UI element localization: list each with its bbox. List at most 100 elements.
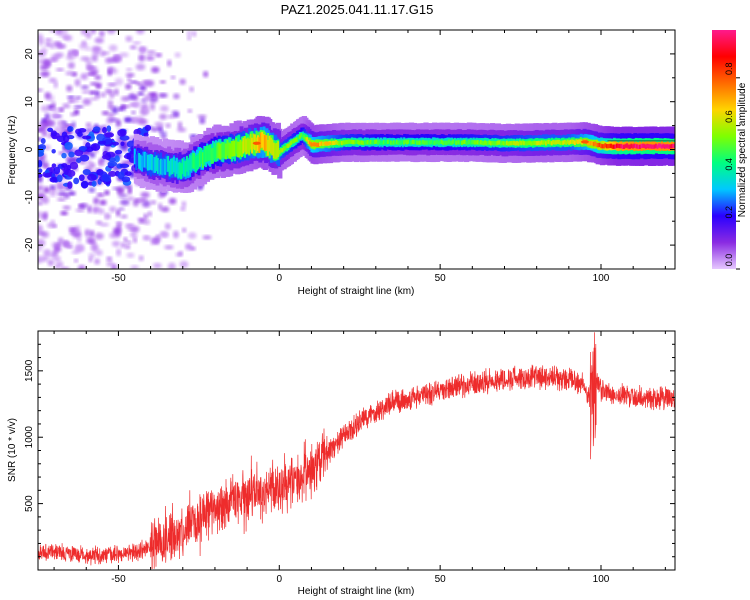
noise-blob — [67, 245, 73, 249]
noise-blob — [57, 191, 68, 196]
noise-blob — [38, 201, 43, 206]
ridge-cell — [183, 160, 186, 177]
ridge-cell — [605, 144, 608, 149]
ridge-cell — [394, 140, 397, 146]
noise-blob — [140, 197, 147, 202]
noise-blob — [75, 208, 85, 212]
noise-blob — [173, 230, 179, 239]
ridge-cell — [501, 140, 504, 146]
noise-blob — [78, 42, 89, 50]
noise-blob — [72, 230, 82, 239]
ridge-cell — [542, 140, 545, 145]
ridge-cell — [210, 148, 213, 164]
ridge-cell — [491, 140, 494, 146]
ridge-cell — [291, 139, 294, 144]
ridge-cell — [178, 161, 181, 178]
noise-blob — [167, 59, 172, 67]
noise-blob — [62, 134, 70, 143]
ridge-cell — [220, 142, 223, 159]
ridge-cell — [536, 141, 539, 146]
ridge-cell — [233, 140, 236, 157]
ridge-cell — [133, 148, 136, 165]
noise-blob — [53, 245, 62, 253]
y-tick-label: 500 — [24, 495, 35, 512]
noise-blob — [85, 47, 92, 51]
noise-blob — [49, 192, 57, 197]
ridge-cell — [240, 141, 243, 158]
noise-blob — [114, 149, 123, 155]
ridge-cell — [382, 140, 385, 145]
y-tick-label: 20 — [24, 48, 35, 60]
noise-blob — [82, 203, 89, 207]
ridge-cell — [297, 136, 300, 141]
ridge-cell — [552, 139, 555, 145]
ridge-cell — [230, 140, 233, 157]
ridge-cell — [167, 155, 170, 172]
ridge-cell — [504, 141, 507, 146]
noise-blob — [181, 201, 187, 208]
noise-blob — [141, 80, 149, 86]
noise-blob — [80, 180, 89, 189]
ridge-cell — [497, 140, 500, 145]
noise-blob — [154, 121, 164, 128]
ridge-cell — [368, 140, 371, 145]
ridge-cell — [430, 139, 433, 145]
ridge-cell — [617, 143, 620, 149]
ridge-cell — [656, 144, 659, 149]
noise-blob — [93, 197, 100, 205]
ridge-cell — [349, 139, 352, 144]
ridge-cell — [243, 136, 246, 152]
ridge-cell — [462, 139, 465, 145]
colorbar-tick-label: 0.0 — [724, 254, 734, 267]
noise-blob — [187, 109, 193, 113]
noise-blob — [116, 248, 122, 257]
noise-blob — [126, 252, 135, 258]
noise-blob — [107, 99, 114, 108]
ridge-cell — [301, 134, 304, 139]
snr-axes: -50 0 50 100 500 1000 1500 — [24, 330, 675, 585]
noise-blob — [45, 42, 52, 47]
snr-series-line — [38, 332, 675, 570]
ridge-cell — [633, 143, 636, 148]
noise-blob — [67, 95, 76, 99]
ridge-cell — [673, 144, 675, 149]
ridge-cell — [401, 139, 404, 144]
noise-blob — [51, 101, 56, 110]
colorbar-tick-label: 0.2 — [724, 206, 734, 219]
noise-blob — [65, 71, 74, 76]
noise-blob — [71, 250, 80, 255]
noise-blob — [125, 35, 133, 42]
ridge-cell — [472, 140, 475, 145]
colorbar-gradient — [712, 30, 736, 269]
noise-blob — [135, 63, 146, 71]
ridge-cell — [630, 143, 633, 148]
ridge-cell — [553, 140, 556, 145]
noise-blob — [88, 187, 96, 193]
noise-blob — [40, 231, 50, 238]
noise-blob — [192, 30, 197, 37]
ridge-cell — [524, 141, 527, 146]
ridge-cell — [408, 139, 411, 145]
noise-blob — [180, 206, 186, 211]
spectrogram-panel: -50 0 50 100 -20 -10 0 10 20 Height of straight … — [7, 29, 676, 297]
ridge-cell — [500, 141, 503, 146]
ridge-cell — [516, 140, 518, 146]
noise-blob — [130, 80, 139, 84]
noise-blob — [64, 193, 70, 199]
noise-blob — [89, 90, 97, 95]
noise-blob — [150, 200, 156, 205]
ridge-cell — [608, 143, 611, 149]
ridge-cell — [145, 152, 148, 169]
noise-blob — [155, 234, 161, 239]
ridge-cell — [511, 140, 514, 146]
noise-blob — [186, 31, 192, 36]
noise-blob — [174, 52, 181, 58]
ridge-cell — [539, 141, 542, 146]
ridge-cell — [216, 142, 219, 159]
ridge-cell — [277, 141, 280, 157]
ridge-cell — [601, 144, 604, 149]
noise-blob — [125, 83, 132, 90]
noise-blob — [120, 199, 130, 206]
noise-blob — [86, 65, 96, 71]
noise-blob — [105, 87, 113, 92]
